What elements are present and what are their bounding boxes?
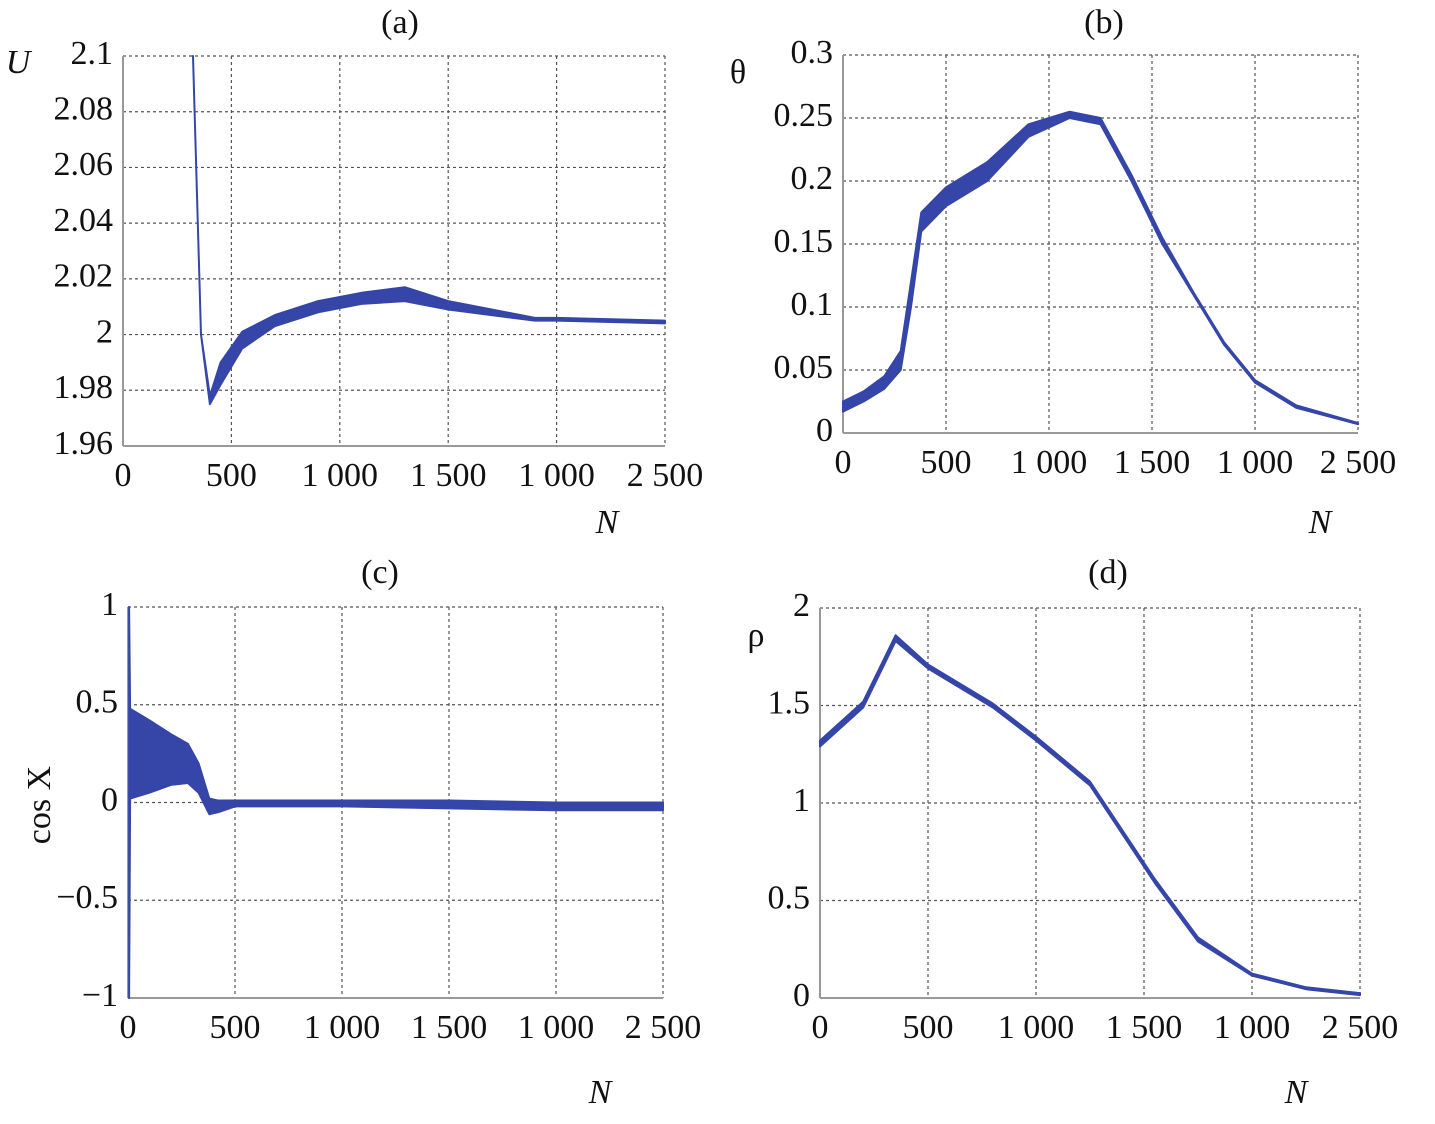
x-tick-label: 1 000	[998, 1009, 1075, 1046]
y-tick-label: 0.05	[774, 349, 834, 386]
chart-title: (c)	[361, 554, 399, 591]
data-band	[819, 634, 1361, 997]
y-tick-label: 0	[793, 977, 810, 1014]
data-band	[192, 55, 666, 406]
x-axis-label: N	[1284, 1074, 1310, 1111]
x-tick-label: 500	[206, 457, 257, 494]
x-tick-label: 1 500	[411, 1009, 488, 1046]
y-tick-label: 0.25	[774, 97, 834, 134]
y-tick-label: 1	[101, 586, 118, 623]
x-tick-label: 2 500	[625, 1009, 702, 1046]
y-axis-label: ρ	[748, 617, 765, 654]
y-tick-label: 2.08	[54, 91, 114, 128]
y-tick-label: 2.02	[54, 258, 114, 295]
x-tick-label: 1 500	[410, 457, 487, 494]
y-tick-label: 0.3	[791, 34, 834, 71]
y-axis-label: U	[6, 44, 33, 81]
x-tick-label: 2 500	[1320, 444, 1397, 481]
chart-title: (a)	[381, 4, 419, 41]
y-tick-label: 2.04	[54, 202, 114, 239]
x-tick-label: 1 000	[518, 457, 595, 494]
y-axis-label: cos X	[21, 766, 58, 844]
y-tick-label: 1.5	[768, 684, 811, 721]
y-tick-label: 0	[816, 412, 833, 449]
x-tick-label: 2 500	[1322, 1009, 1399, 1046]
x-axis-label: N	[595, 504, 621, 541]
y-tick-label: 2.1	[71, 35, 114, 72]
x-tick-label: 1 000	[518, 1009, 595, 1046]
y-tick-label: 1.98	[54, 369, 114, 406]
x-tick-label: 500	[210, 1009, 261, 1046]
x-tick-label: 1 000	[1011, 444, 1088, 481]
x-tick-label: 0	[115, 457, 132, 494]
y-tick-label: 0.5	[76, 684, 119, 721]
chart-title: (d)	[1088, 554, 1128, 591]
x-tick-label: 1 500	[1106, 1009, 1183, 1046]
x-tick-label: 1 500	[1114, 444, 1191, 481]
y-tick-label: 0.15	[774, 223, 834, 260]
y-tick-label: 1	[793, 782, 810, 819]
x-tick-label: 1 000	[304, 1009, 381, 1046]
y-tick-label: 0	[101, 781, 118, 818]
y-tick-label: 2	[793, 587, 810, 624]
y-tick-label: 2.06	[54, 146, 114, 183]
y-tick-label: −1	[82, 977, 118, 1014]
x-tick-label: 1 000	[1214, 1009, 1291, 1046]
x-tick-label: 2 500	[627, 457, 704, 494]
x-tick-label: 0	[120, 1009, 137, 1046]
y-tick-label: 0.2	[791, 160, 834, 197]
x-tick-label: 0	[812, 1009, 829, 1046]
x-tick-label: 500	[903, 1009, 954, 1046]
x-tick-label: 0	[835, 444, 852, 481]
x-axis-label: N	[1308, 504, 1334, 541]
chart-title: (b)	[1084, 4, 1124, 41]
y-tick-label: 1.96	[54, 425, 114, 462]
x-tick-label: 1 000	[1217, 444, 1294, 481]
x-tick-label: 500	[921, 444, 972, 481]
x-axis-label: N	[588, 1074, 614, 1111]
y-tick-label: 2	[96, 313, 113, 350]
x-tick-label: 1 000	[302, 457, 379, 494]
y-axis-label: θ	[730, 54, 746, 91]
y-tick-label: 0.5	[768, 879, 811, 916]
y-tick-label: 0.1	[791, 286, 834, 323]
data-band	[842, 110, 1359, 426]
data-band	[128, 606, 664, 999]
y-tick-label: −0.5	[56, 879, 118, 916]
